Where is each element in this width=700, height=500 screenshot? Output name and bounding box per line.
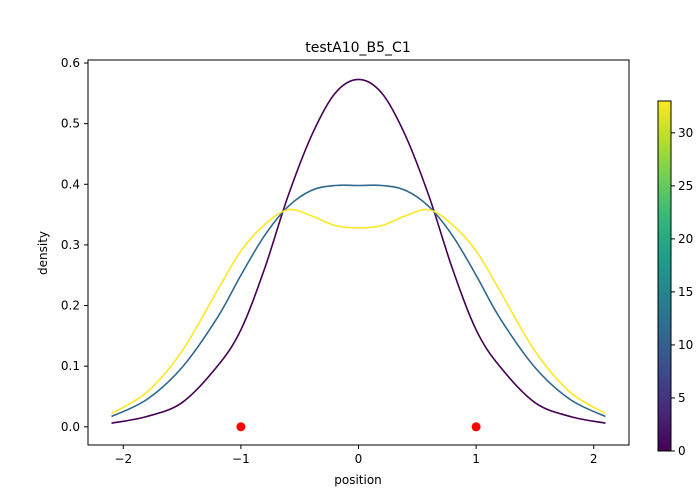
y-tick-label: 0.1 — [61, 359, 80, 373]
series-line-3 — [111, 208, 606, 415]
colorbar-tick-label: 0 — [678, 444, 686, 458]
series-layer — [111, 78, 606, 424]
marker-layer — [236, 422, 481, 432]
plot-area: −2 −1 0 1 2 0.0 0.1 0.2 0.3 0.4 0.5 0.6 — [61, 56, 630, 466]
x-tick-label: −1 — [232, 452, 250, 466]
marker-point-2 — [471, 422, 481, 432]
y-tick-label: 0.4 — [61, 177, 80, 191]
series-line-2 — [111, 184, 606, 418]
colorbar-tick-label: 30 — [678, 126, 693, 140]
chart-title: testA10_B5_C1 — [305, 40, 410, 56]
x-tick-label: −2 — [114, 452, 132, 466]
colorbar-tick-label: 10 — [678, 338, 693, 352]
x-tick-label: 2 — [590, 452, 598, 466]
series-line-1 — [111, 78, 606, 424]
colorbar-tick-label: 20 — [678, 232, 693, 246]
colorbar-tick-label: 5 — [678, 391, 686, 405]
x-tick-label: 0 — [355, 452, 363, 466]
colorbar-ticks: 0 5 10 15 20 25 30 — [671, 126, 693, 458]
y-axis-label: density — [36, 231, 50, 275]
y-tick-label: 0.3 — [61, 238, 80, 252]
x-axis-ticks: −2 −1 0 1 2 — [114, 445, 598, 466]
colorbar-gradient — [657, 100, 672, 452]
x-axis-label: position — [334, 473, 382, 487]
colorbar-tick-label: 25 — [678, 179, 693, 193]
marker-point-1 — [236, 422, 246, 432]
y-axis-ticks: 0.0 0.1 0.2 0.3 0.4 0.5 0.6 — [61, 56, 88, 434]
y-tick-label: 0.2 — [61, 299, 80, 313]
y-tick-label: 0.6 — [61, 56, 80, 70]
y-tick-label: 0.0 — [61, 420, 80, 434]
axes-frame — [87, 59, 630, 446]
colorbar-tick-label: 15 — [678, 285, 693, 299]
x-tick-label: 1 — [472, 452, 480, 466]
y-tick-label: 0.5 — [61, 117, 80, 131]
colorbar: 0 5 10 15 20 25 30 — [657, 100, 693, 458]
